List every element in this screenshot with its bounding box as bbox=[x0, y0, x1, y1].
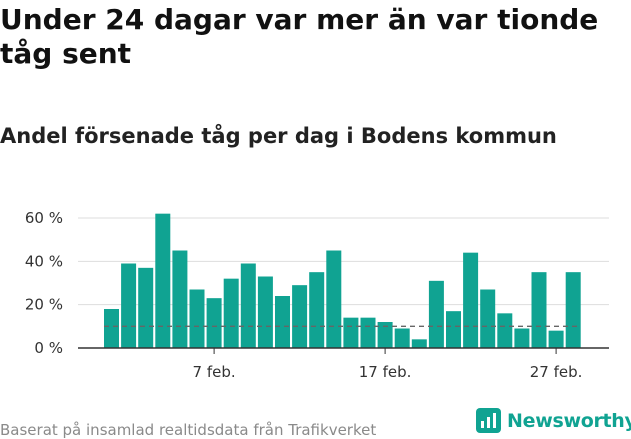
bar bbox=[480, 289, 496, 348]
chart-subtitle: Andel försenade tåg per dag i Bodens kom… bbox=[0, 124, 557, 148]
brand-name: Newsworthy bbox=[507, 409, 631, 432]
y-tick-label: 20 % bbox=[25, 296, 63, 314]
bar bbox=[377, 322, 393, 348]
bar bbox=[206, 298, 222, 348]
bar bbox=[240, 263, 256, 348]
y-axis-labels: 0 % 20 % 40 % 60 % bbox=[25, 209, 63, 357]
bar bbox=[497, 313, 513, 348]
brand-logo: Newsworthy bbox=[476, 408, 631, 433]
chart-title: Under 24 dagar var mer än var tionde tåg… bbox=[0, 3, 599, 70]
bar bbox=[463, 252, 479, 348]
x-axis: 7 feb. 17 feb. 27 feb. bbox=[78, 347, 609, 381]
y-tick-label: 60 % bbox=[25, 209, 63, 227]
bar bbox=[223, 278, 239, 348]
bar bbox=[326, 250, 342, 348]
x-tick-label: 17 feb. bbox=[359, 363, 412, 381]
y-tick-label: 0 % bbox=[34, 339, 63, 357]
bar bbox=[394, 328, 410, 348]
bar bbox=[292, 285, 308, 348]
bar bbox=[428, 280, 444, 348]
bar bbox=[514, 328, 530, 348]
bar bbox=[257, 276, 273, 348]
x-tick-label: 7 feb. bbox=[193, 363, 236, 381]
bar bbox=[548, 330, 564, 348]
bar-chart: 0 % 20 % 40 % 60 % 7 feb. 17 feb. 27 feb. bbox=[25, 209, 609, 381]
bar bbox=[138, 267, 154, 348]
bar bbox=[121, 263, 137, 348]
bar bbox=[189, 289, 205, 348]
bar bbox=[531, 272, 547, 348]
bar bbox=[309, 272, 325, 348]
x-tick-label: 27 feb. bbox=[530, 363, 583, 381]
newsworthy-icon bbox=[476, 408, 501, 433]
bar bbox=[360, 317, 376, 348]
bars bbox=[104, 213, 581, 348]
bar bbox=[411, 339, 427, 348]
bar bbox=[275, 296, 290, 348]
bar bbox=[446, 311, 461, 348]
bar bbox=[172, 250, 188, 348]
bar bbox=[343, 317, 359, 348]
bar bbox=[104, 309, 119, 348]
source-note: Baserat på insamlad realtidsdata från Tr… bbox=[0, 421, 377, 439]
y-tick-label: 40 % bbox=[25, 252, 63, 270]
bar bbox=[565, 272, 581, 348]
bar bbox=[155, 213, 171, 348]
